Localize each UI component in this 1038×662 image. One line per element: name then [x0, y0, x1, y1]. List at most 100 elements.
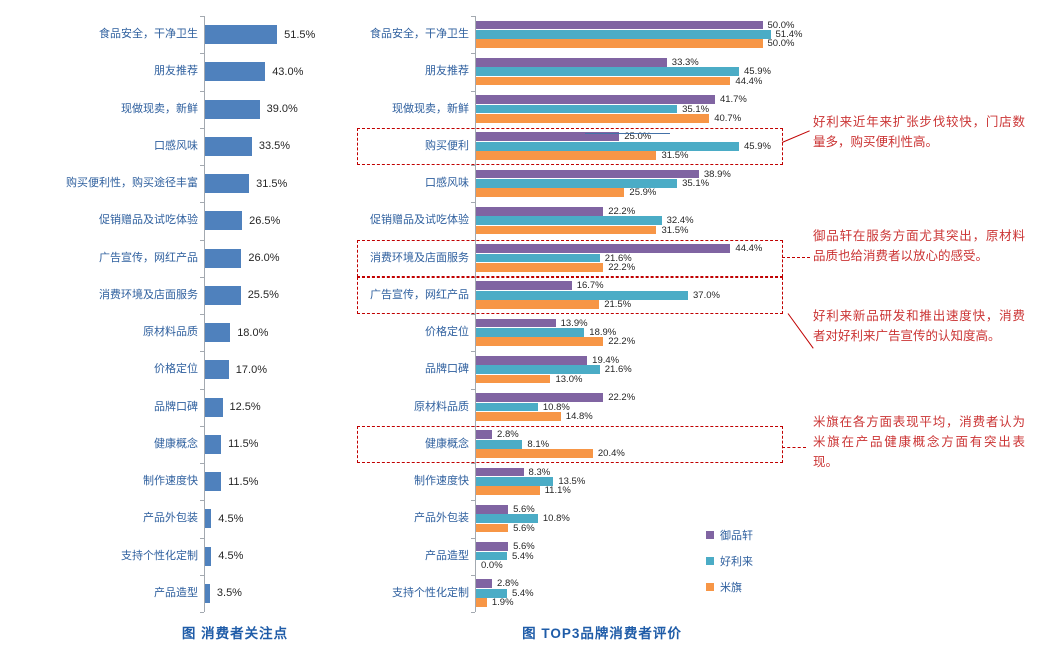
annotation-text: 米旗在各方面表现平均，消费者认为米旗在产品健康概念方面有突出表现。 [813, 415, 1025, 469]
bar-value-label: 5.4% [511, 587, 534, 599]
bar-米旗 [476, 374, 551, 384]
axis-tick [471, 500, 475, 502]
legend-label: 御品轩 [720, 530, 753, 542]
bar-value-label: 4.5% [218, 550, 244, 562]
axis-tick [200, 127, 204, 129]
category-label: 口感风味 [425, 177, 469, 190]
bar-米旗 [476, 188, 625, 198]
bar-value-label: 13.0% [555, 373, 583, 385]
bar-value-label: 21.5% [604, 299, 632, 311]
bar-value-label: 1.9% [491, 597, 514, 609]
bar-value-label: 26.5% [249, 214, 281, 227]
bar-御品轩 [476, 169, 699, 179]
axis-tick [200, 165, 204, 166]
bar-value-label: 45.9% [744, 140, 771, 152]
axis-tick [200, 388, 204, 390]
bar-value-label: 50.0% [767, 19, 795, 31]
bar-consumer-focus [205, 99, 260, 119]
bar-value-label: 51.5% [284, 28, 316, 41]
bar-好利来 [476, 179, 678, 188]
category-label: 支持个性化定制 [392, 586, 469, 599]
bar-value-label: 5.4% [511, 550, 534, 562]
category-label: 原材料品质 [414, 400, 469, 413]
axis-tick [471, 463, 475, 464]
category-label: 朋友推荐 [154, 65, 198, 78]
category-label: 价格定位 [425, 326, 469, 339]
legend-swatch-icon [706, 531, 714, 539]
bar-consumer-focus [205, 583, 210, 603]
bar-米旗 [476, 598, 487, 607]
bar-value-label: 33.5% [258, 140, 291, 153]
bar-consumer-focus [205, 62, 266, 82]
bar-consumer-focus [205, 397, 223, 417]
bar-value-label: 18.0% [237, 326, 269, 339]
bar-御品轩 [476, 20, 763, 30]
legend-swatch-icon [706, 583, 714, 591]
bar-御品轩 [476, 355, 588, 365]
category-axis-line [204, 16, 205, 612]
category-label: 品牌口碑 [154, 400, 198, 413]
value-leader-line [585, 133, 670, 134]
category-label: 广告宣传，网红产品 [370, 288, 469, 301]
bar-米旗 [476, 151, 657, 160]
legend-swatch-icon [706, 557, 714, 565]
bar-value-label: 16.7% [576, 280, 604, 292]
legend-item-米旗: 米旗 [706, 579, 742, 595]
bar-consumer-focus [205, 546, 212, 566]
bar-value-label: 44.4% [735, 243, 763, 255]
bar-御品轩 [476, 542, 509, 551]
axis-tick [200, 574, 204, 576]
bar-好利来 [476, 402, 538, 412]
bar-御品轩 [476, 206, 604, 216]
bar-consumer-focus [205, 434, 222, 454]
axis-tick [471, 90, 475, 92]
axis-tick [471, 574, 475, 576]
axis-tick [200, 16, 204, 17]
axis-tick [200, 463, 204, 464]
bar-consumer-focus [205, 211, 243, 231]
bar-value-label: 12.5% [229, 401, 261, 413]
bar-value-label: 25.0% [624, 131, 652, 143]
axis-tick [200, 612, 204, 613]
bar-value-label: 35.1% [682, 103, 710, 115]
bar-御品轩 [476, 132, 620, 142]
bar-value-label: 20.4% [597, 448, 625, 460]
bar-御品轩 [476, 318, 556, 328]
bar-value-label: 40.7% [714, 112, 742, 124]
bar-value-label: 31.5% [661, 150, 689, 162]
bar-value-label: 50.0% [767, 38, 795, 50]
bar-value-label: 43.0% [272, 65, 304, 78]
bar-value-label: 10.8% [542, 401, 570, 413]
legend-label: 米旗 [720, 582, 742, 594]
axis-tick [200, 500, 204, 502]
category-label: 产品造型 [425, 549, 469, 562]
bar-米旗 [476, 300, 600, 309]
highlight-box [357, 128, 783, 166]
bar-consumer-focus [205, 248, 242, 268]
bar-value-label: 11.1% [544, 485, 571, 497]
bar-value-label: 8.3% [528, 466, 551, 478]
bar-米旗 [476, 262, 604, 272]
category-label: 购买便利 [425, 139, 469, 152]
bar-value-label: 5.6% [513, 522, 535, 534]
category-label: 促销赠品及试吃体验 [370, 214, 469, 227]
category-label: 制作速度快 [143, 475, 198, 488]
axis-tick [471, 537, 475, 539]
bar-御品轩 [476, 57, 667, 67]
bar-好利来 [476, 104, 678, 114]
bar-好利来 [476, 216, 662, 226]
category-label: 食品安全，干净卫生 [99, 28, 198, 41]
bar-御品轩 [476, 504, 509, 514]
category-label: 品牌口碑 [425, 363, 469, 376]
bar-value-label: 22.2% [608, 261, 636, 273]
bar-value-label: 10.8% [542, 513, 570, 525]
category-label: 广告宣传，网红产品 [99, 251, 198, 264]
axis-tick [200, 425, 204, 427]
axis-tick [200, 90, 204, 92]
bar-consumer-focus [205, 285, 241, 305]
highlight-box [357, 240, 783, 277]
axis-tick [200, 202, 204, 204]
category-label: 购买便利性，购买途径丰富 [66, 177, 198, 190]
bar-value-label: 13.5% [558, 476, 586, 487]
bar-value-label: 25.5% [247, 289, 279, 302]
